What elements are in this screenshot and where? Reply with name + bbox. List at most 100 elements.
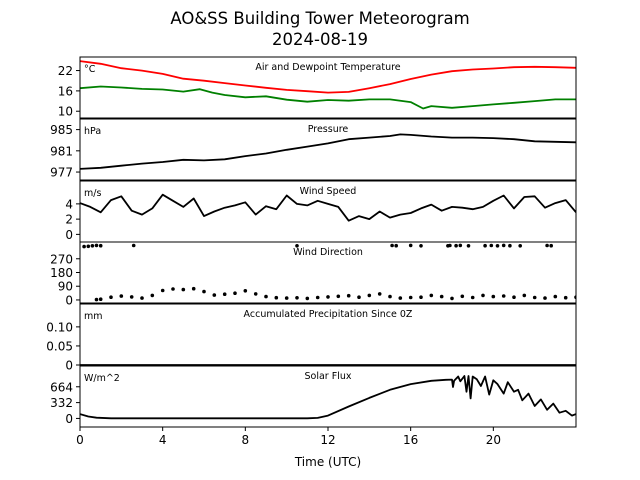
data-point: [94, 297, 99, 302]
y-tick-label: 4: [65, 197, 73, 211]
panel-5: 0 332 664 Solar Flux W/m^2: [50, 365, 577, 428]
data-point: [367, 293, 372, 298]
x-axis-label: Time (UTC): [294, 455, 361, 469]
x-axis: 0 4 8 12 16 20: [76, 427, 501, 447]
panel-1: 977 981 985 Pressure hPa: [50, 118, 577, 181]
x-tick-label: 20: [486, 433, 501, 447]
data-point: [346, 293, 351, 298]
series-line-1: [80, 85, 576, 110]
series-line-0: [80, 133, 576, 170]
data-point: [489, 243, 494, 248]
y-tick-label: 0: [65, 228, 73, 242]
data-point: [191, 286, 196, 291]
data-point: [439, 294, 444, 299]
data-point: [295, 296, 299, 300]
unit-label: mm: [84, 311, 103, 322]
data-point: [508, 243, 512, 248]
data-point: [326, 295, 330, 299]
figure-title-line1: AO&SS Building Tower Meteorogram: [170, 9, 469, 28]
data-point: [377, 292, 382, 296]
data-point: [398, 296, 403, 300]
panel-4: 0 0.05 0.10 Accumulated Precipitation Since…: [46, 303, 577, 373]
data-point: [466, 244, 471, 248]
data-point: [491, 294, 496, 299]
unit-label: m/s: [84, 188, 101, 199]
data-point: [522, 293, 527, 298]
panel-title: Air and Dewpoint Temperature: [255, 62, 400, 73]
panel-title: Wind Direction: [293, 247, 363, 258]
y-tick-label: 977: [50, 166, 73, 180]
y-tick-label: 664: [50, 380, 73, 394]
data-point: [243, 289, 248, 293]
unit-label: W/m^2: [84, 373, 120, 384]
panel-title: Solar Flux: [305, 371, 352, 382]
y-tick-label: 0: [65, 359, 73, 373]
data-point: [253, 292, 258, 296]
y-tick-label: 270: [50, 252, 73, 266]
y-tick-label: 0: [65, 412, 73, 426]
data-point: [222, 292, 227, 297]
series-line-0: [80, 60, 576, 94]
data-point: [549, 243, 553, 248]
data-point: [408, 295, 413, 300]
data-point: [394, 243, 399, 248]
y-tick-label: 981: [50, 144, 73, 158]
data-point: [419, 244, 423, 248]
data-point: [408, 243, 413, 248]
panel-data-0: [80, 60, 576, 110]
x-tick-label: 0: [76, 433, 84, 447]
data-point: [233, 291, 237, 296]
data-point: [390, 243, 394, 248]
data-point: [419, 295, 423, 300]
panel-title: Accumulated Precipitation Since 0Z: [244, 309, 413, 320]
data-point: [284, 296, 289, 300]
data-point: [357, 295, 361, 300]
data-point: [448, 243, 452, 248]
data-point: [160, 288, 165, 293]
y-tick-label: 10: [58, 105, 73, 119]
panel-frame: [79, 303, 577, 366]
data-point: [553, 294, 558, 299]
data-point: [82, 244, 86, 249]
data-point: [518, 244, 522, 248]
data-point: [171, 287, 175, 291]
data-point: [86, 244, 91, 249]
data-point: [458, 243, 463, 248]
unit-label: hPa: [84, 126, 101, 137]
data-point: [140, 296, 144, 300]
y-tick-label: 0.10: [46, 320, 73, 334]
x-tick-label: 16: [403, 433, 418, 447]
data-point: [470, 295, 475, 300]
figure-title-line2: 2024-08-19: [272, 30, 368, 49]
data-point: [336, 294, 341, 299]
data-point: [274, 295, 279, 300]
x-tick-label: 12: [320, 433, 335, 447]
data-point: [150, 293, 155, 298]
data-point: [545, 243, 549, 248]
y-tick-label: 2: [65, 213, 73, 227]
data-point: [295, 244, 299, 248]
data-point: [181, 287, 186, 292]
panel-frame: [79, 56, 577, 119]
data-point: [98, 243, 103, 248]
data-point: [315, 295, 320, 300]
y-tick-label: 16: [58, 84, 73, 98]
series-line-0: [80, 193, 576, 222]
y-tick-label: 22: [58, 64, 73, 78]
y-tick-label: 90: [58, 280, 73, 294]
y-tick-label: 0: [65, 293, 73, 307]
data-point: [305, 296, 310, 301]
data-point: [454, 243, 458, 248]
series-line-0: [80, 375, 576, 420]
data-point: [90, 244, 95, 248]
data-point: [98, 297, 103, 302]
y-tick-label: 332: [50, 396, 73, 410]
x-tick-label: 4: [159, 433, 167, 447]
data-point: [388, 294, 392, 299]
panel-data-5: [80, 375, 576, 420]
data-point: [483, 243, 487, 248]
data-point: [129, 295, 134, 299]
